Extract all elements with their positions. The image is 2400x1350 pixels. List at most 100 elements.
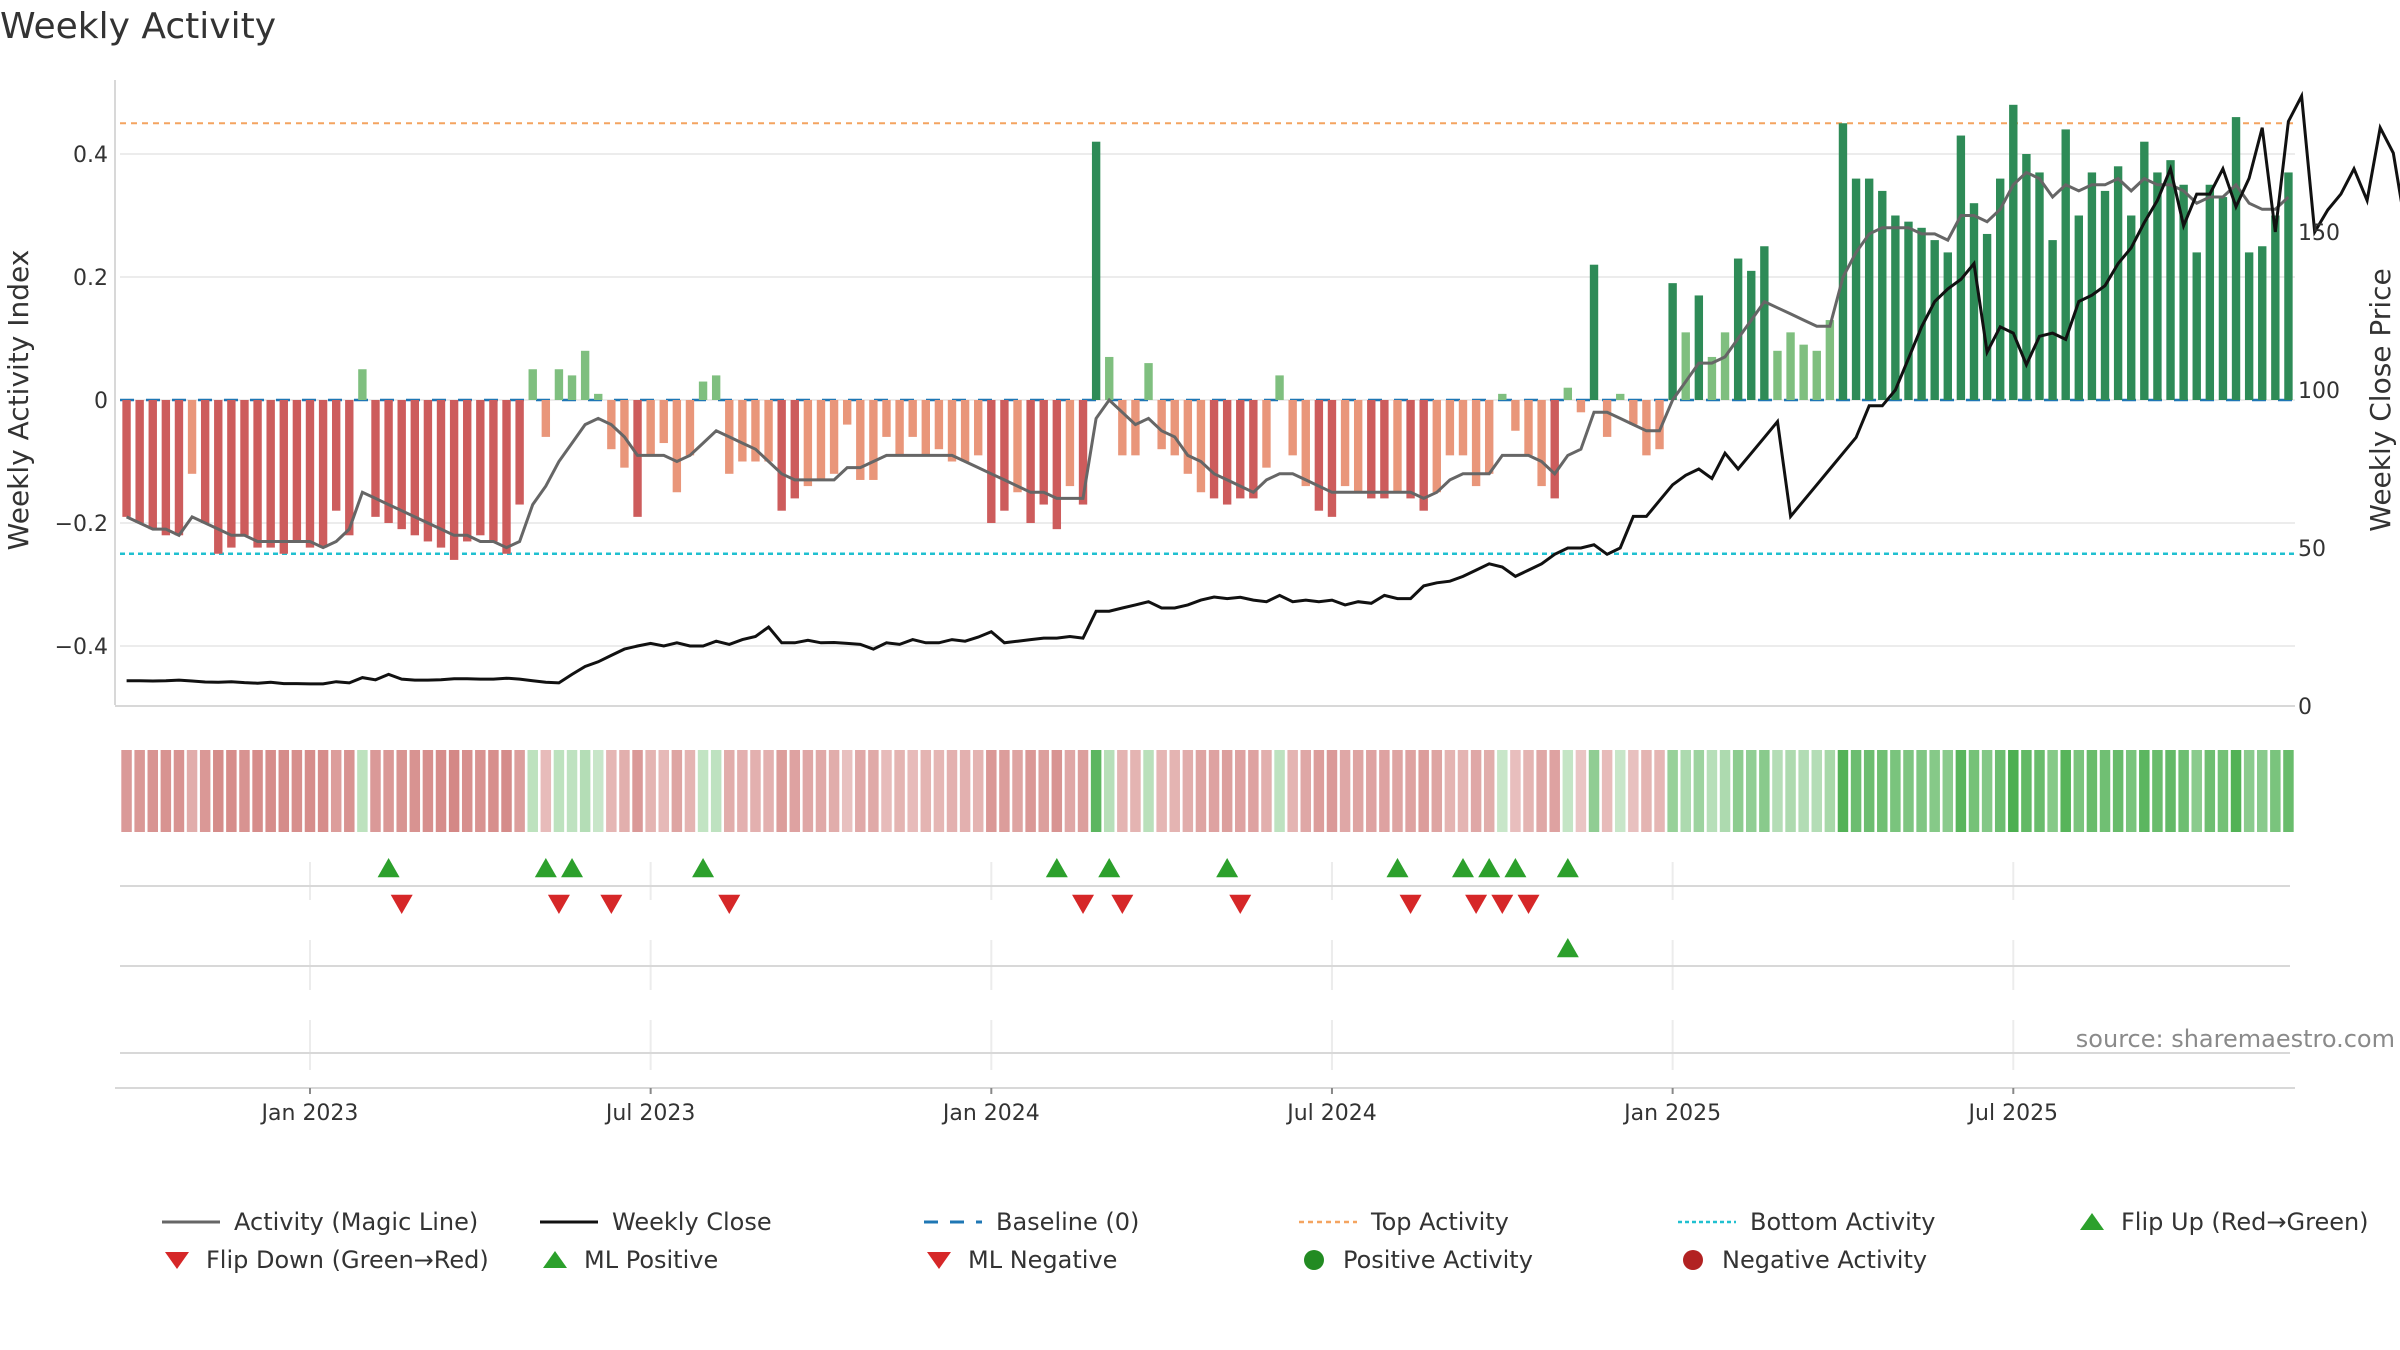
strip-cell (501, 750, 512, 832)
activity-bar (161, 400, 171, 536)
activity-bar (580, 350, 590, 400)
activity-bar (987, 400, 996, 523)
strip-cell (1706, 750, 1718, 832)
strip-cell (1077, 750, 1089, 832)
strip-cell (1261, 750, 1272, 832)
strip-cell (1942, 750, 1954, 832)
legend-swatch (1676, 1212, 1750, 1232)
flip-down-marker (718, 894, 741, 914)
activity-bar (790, 400, 799, 499)
strip-cell (1169, 750, 1180, 832)
activity-bar (240, 400, 249, 536)
strip-cell (1877, 750, 1888, 832)
chart-title: Weekly Activity (0, 6, 277, 47)
strip-cell (750, 750, 761, 832)
activity-bar (2074, 215, 2084, 400)
activity-bar (1943, 252, 1952, 400)
strip-cell (1195, 750, 1207, 832)
strip-cell (121, 750, 132, 832)
activity-bar (1222, 400, 1232, 505)
flip-down-marker (600, 894, 623, 914)
strip-cell (1994, 750, 2006, 832)
legend-item-magic-line: Activity (Magic Line) (160, 1208, 478, 1236)
legend-item-ml-negative: ML Negative (922, 1246, 1117, 1274)
activity-bar (279, 400, 288, 554)
legend-item-positive-activity: Positive Activity (1297, 1246, 1533, 1274)
activity-bar (1026, 400, 1035, 523)
flip-up-marker (692, 858, 715, 878)
strip-cell (645, 750, 656, 832)
activity-bar (751, 400, 760, 462)
activity-bar (869, 400, 878, 480)
strip-cell (330, 750, 342, 832)
strip-cell (2230, 750, 2242, 832)
activity-bar (1550, 400, 1559, 499)
flip-down-marker (1465, 894, 1488, 914)
strip-cell (1654, 750, 1665, 832)
legend-item-ml-positive: ML Positive (538, 1246, 718, 1274)
activity-bar (148, 400, 157, 530)
strip-cell (2139, 750, 2150, 832)
activity-bar (1878, 190, 1887, 400)
strip-cell (1981, 750, 1993, 832)
activity-bar (541, 400, 551, 437)
flip-up-marker (1098, 858, 1121, 878)
strip-cell (972, 750, 984, 832)
strip-cell (2099, 750, 2111, 832)
activity-bar (2244, 252, 2254, 400)
series-lines (125, 90, 2400, 686)
activity-bar (1105, 356, 1114, 400)
activity-bar (489, 400, 498, 542)
activity-bar (567, 375, 577, 400)
strip-cell (1929, 750, 1940, 832)
activity-bar (410, 400, 419, 536)
strip-cell (357, 750, 368, 832)
strip-cell (1143, 750, 1154, 832)
strip-cell (658, 750, 669, 832)
strip-cell (1090, 750, 1102, 832)
activity-bar (1668, 283, 1677, 400)
activity-bar (122, 400, 131, 517)
activity-bar (1838, 123, 1848, 400)
activity-bar (1000, 400, 1009, 511)
strip-cell (789, 750, 801, 832)
strip-cell (1248, 750, 1259, 832)
activity-bar (2087, 172, 2097, 400)
flip-down-marker (390, 894, 413, 914)
strip-cell (2034, 750, 2045, 832)
activity-bar (1511, 400, 1520, 431)
strip-cell (2243, 750, 2255, 832)
activity-bar (2048, 240, 2057, 400)
strip-cell (2270, 750, 2281, 832)
activity-bar (856, 400, 865, 480)
flip-up-marker (1045, 858, 1068, 878)
legend-item-flip-up: Flip Up (Red→Green) (2075, 1208, 2369, 1236)
activity-bar (1930, 240, 1939, 400)
activity-bar (777, 400, 786, 511)
activity-bar (2166, 160, 2175, 400)
strip-cell (370, 750, 381, 832)
strip-cell (435, 750, 447, 832)
activity-bar (1629, 400, 1638, 425)
strip-cell (1719, 750, 1731, 832)
legend-swatch (160, 1249, 206, 1271)
strip-cell (527, 750, 538, 832)
activity-bar (1851, 178, 1861, 400)
strip-cell (344, 750, 355, 832)
strip-cell (1588, 750, 1600, 832)
strip-cell (2217, 750, 2229, 832)
flip-down-marker (1491, 894, 1514, 914)
flip-down-marker (1517, 894, 1540, 914)
strip-cell (802, 750, 814, 832)
ml-positive-marker (1556, 938, 1579, 958)
activity-bar (2218, 197, 2228, 400)
legend-label: Top Activity (1371, 1208, 1509, 1236)
activity-bar (1524, 400, 1533, 456)
strip-cell (1313, 750, 1325, 832)
activity-bar (1353, 400, 1363, 493)
strip-cell (632, 750, 643, 832)
y2-tick-label: 100 (2298, 379, 2340, 404)
strip-cell (619, 750, 630, 832)
activity-bar (1091, 141, 1101, 400)
strip-cell (1680, 750, 1691, 832)
